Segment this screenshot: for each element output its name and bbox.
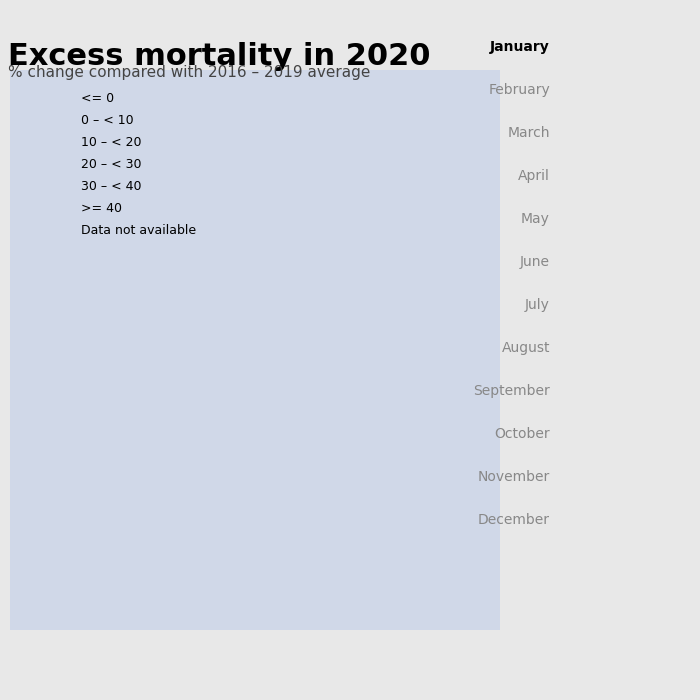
Text: February: February [489, 83, 550, 97]
Text: <= 0: <= 0 [81, 92, 114, 104]
Text: August: August [501, 341, 550, 355]
Bar [60, 200, 76, 216]
Text: January: January [490, 40, 550, 54]
Text: July: July [525, 298, 550, 312]
Text: 0 – < 10: 0 – < 10 [81, 113, 134, 127]
Text: 10 – < 20: 10 – < 20 [81, 136, 141, 148]
Text: Excess mortality in 2020: Excess mortality in 2020 [8, 42, 430, 71]
Bar [60, 112, 76, 128]
Text: % change compared with 2016 – 2019 average: % change compared with 2016 – 2019 avera… [8, 65, 370, 80]
Text: April: April [518, 169, 550, 183]
Text: June: June [520, 255, 550, 269]
Bar [60, 178, 76, 194]
Text: >= 40: >= 40 [81, 202, 122, 214]
Text: December: December [478, 513, 550, 527]
Text: November: November [477, 470, 550, 484]
Text: May: May [521, 212, 550, 226]
Text: Data not available: Data not available [81, 223, 196, 237]
Text: 30 – < 40: 30 – < 40 [81, 179, 141, 193]
Bar [60, 90, 76, 106]
Text: March: March [508, 126, 550, 140]
Bar [60, 134, 76, 150]
Bar [60, 222, 76, 238]
Bar [10, 70, 500, 630]
Text: 20 – < 30: 20 – < 30 [81, 158, 141, 171]
Text: October: October [494, 427, 550, 441]
Bar [60, 156, 76, 172]
Text: September: September [473, 384, 550, 398]
